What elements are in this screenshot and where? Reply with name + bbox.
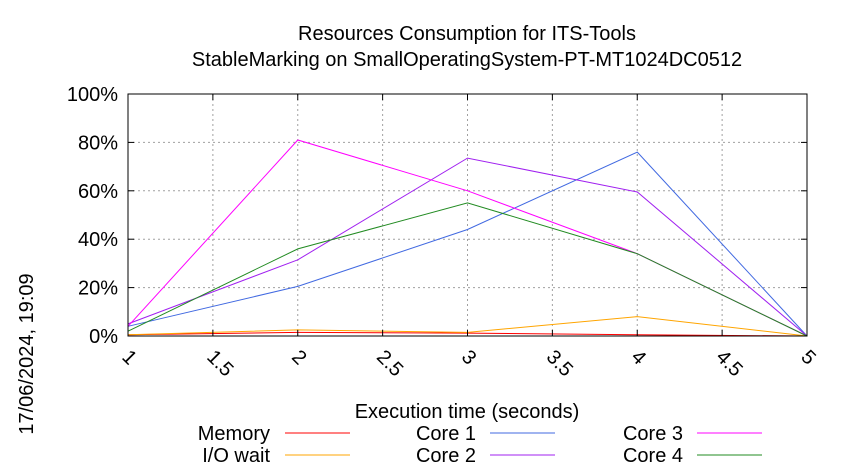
y-tick-label: 60% <box>78 181 118 203</box>
x-tick-label: 3 <box>457 346 480 369</box>
chart-title-line-1: Resources Consumption for ITS-Tools <box>298 23 636 45</box>
legend-label-core-2: Core 2 <box>416 445 476 467</box>
legend-label-core-3: Core 3 <box>623 423 683 445</box>
x-tick-label: 1 <box>117 346 140 369</box>
y-tick-label: 80% <box>78 132 118 154</box>
legend-label-memory: Memory <box>198 423 270 445</box>
x-tick-label: 2 <box>287 346 310 369</box>
x-tick-label: 3.5 <box>542 346 577 381</box>
y-tick-label: 20% <box>78 278 118 300</box>
y-tick-label: 100% <box>67 84 118 106</box>
legend-label-core-1: Core 1 <box>416 423 476 445</box>
series-line-core-1 <box>127 151 808 337</box>
x-axis-label: Execution time (seconds) <box>355 401 580 423</box>
series-line-core-4 <box>127 202 808 337</box>
grid <box>128 94 807 336</box>
legend-label-core-4: Core 4 <box>623 445 683 467</box>
x-tick-label: 4.5 <box>712 346 747 381</box>
series-line-core-2 <box>127 157 808 337</box>
x-tick-label: 2.5 <box>372 346 407 381</box>
axis-ticks: 0% 20% 40% 60% 80% 100% 1 1.5 2 2.5 3 3.5 4 4.5 5 <box>67 84 820 381</box>
timestamp: 17/06/2024, 19:09 <box>16 273 38 434</box>
chart-title-line-2: StableMarking on SmallOperatingSystem-PT… <box>192 49 742 71</box>
x-tick-label: 5 <box>796 346 819 369</box>
x-tick-label: 4 <box>627 346 650 369</box>
y-tick-label: 40% <box>78 229 118 251</box>
legend-label-i-o-wait: I/O wait <box>202 445 270 467</box>
x-tick-label: 1.5 <box>202 346 237 381</box>
y-tick-label: 0% <box>89 326 118 348</box>
